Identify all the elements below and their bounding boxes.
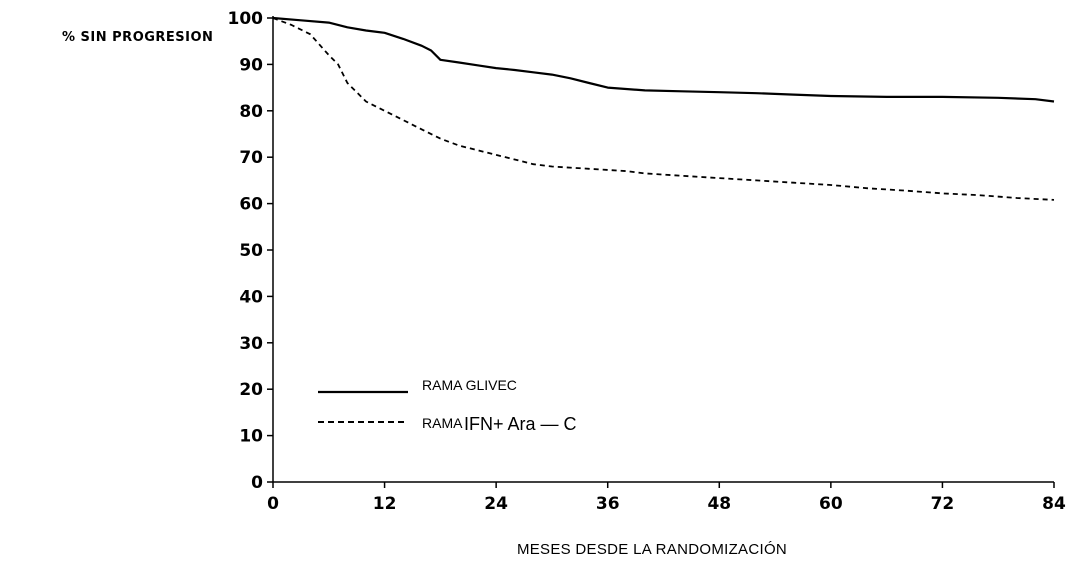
y-tick-label: 100 <box>228 9 264 29</box>
y-tick-label: 40 <box>239 287 263 307</box>
x-tick-label: 36 <box>596 494 620 514</box>
x-tick-label: 48 <box>707 494 731 514</box>
legend-label-ifn-main: IFN+ Ara — C <box>464 414 577 434</box>
y-tick-label: 10 <box>239 427 263 447</box>
y-tick-labels: 0 10 20 30 40 50 60 70 80 90 100 <box>228 9 264 493</box>
y-tick-label: 0 <box>251 473 263 493</box>
y-tick-label: 70 <box>239 148 263 168</box>
y-tick-label: 80 <box>239 102 263 122</box>
x-tick-labels: 0 12 24 36 48 60 72 84 <box>267 494 1066 514</box>
series-line-ifn-ara-c <box>272 17 1055 201</box>
y-tick-label: 20 <box>239 380 263 400</box>
series-line-glivec <box>272 16 1055 103</box>
legend-label-glivec: RAMA GLIVEC <box>422 377 517 393</box>
x-tick-label: 60 <box>819 494 843 514</box>
y-tick-label: 30 <box>239 334 263 354</box>
legend: RAMA GLIVEC RAMA IFN+ Ara — C <box>318 377 577 434</box>
axes <box>267 16 1055 488</box>
x-tick-label: 0 <box>267 494 279 514</box>
legend-label-ifn-prefix: RAMA <box>422 415 463 431</box>
x-tick-label: 12 <box>373 494 397 514</box>
y-tick-label: 90 <box>239 55 263 75</box>
y-axis-label: % SIN PROGRESION <box>62 30 213 45</box>
x-tick-label: 72 <box>931 494 955 514</box>
x-axis-label: MESES DESDE LA RANDOMIZACIÓN <box>517 541 787 558</box>
y-tick-label: 50 <box>239 241 263 261</box>
x-tick-label: 84 <box>1042 494 1066 514</box>
series-lines <box>272 16 1055 201</box>
y-tick-label: 60 <box>239 195 263 215</box>
x-tick-label: 24 <box>484 494 508 514</box>
